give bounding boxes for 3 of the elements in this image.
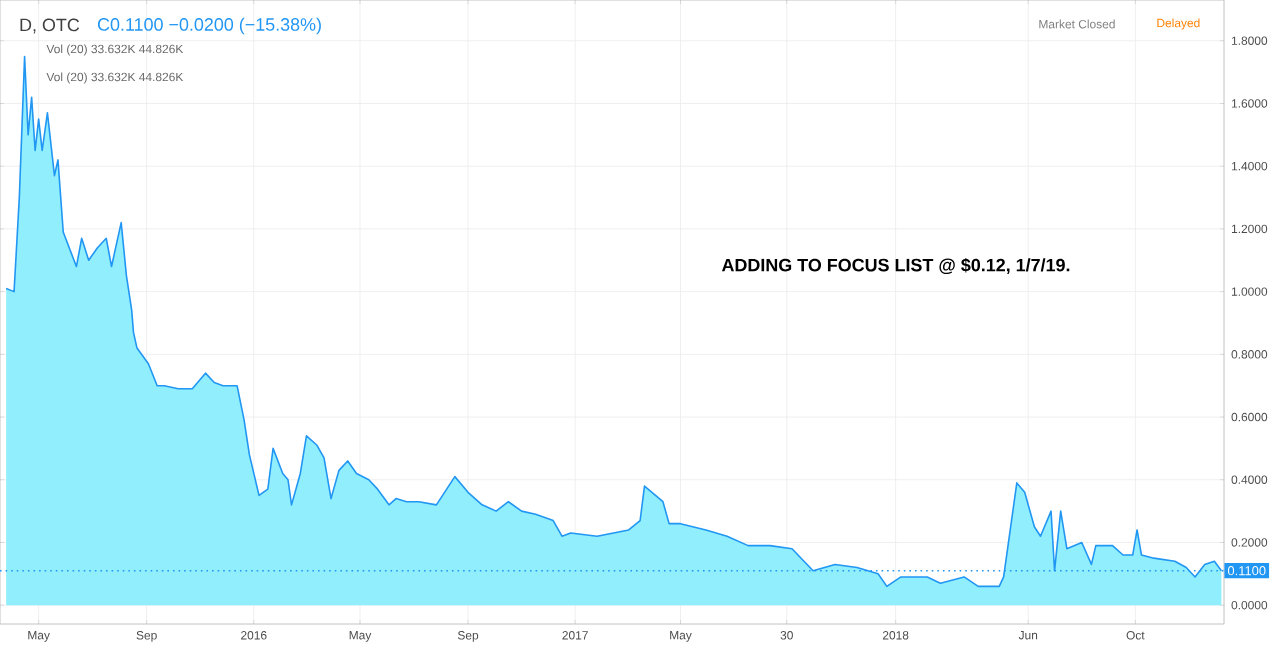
text: D, OTC [20, 18, 80, 34]
text: C0.1100 −0.0200 (−15.38%) [97, 17, 321, 35]
annotation: ADDING TO FOCUS LIST @ $0.12, 1/7/19. [721, 257, 1070, 275]
